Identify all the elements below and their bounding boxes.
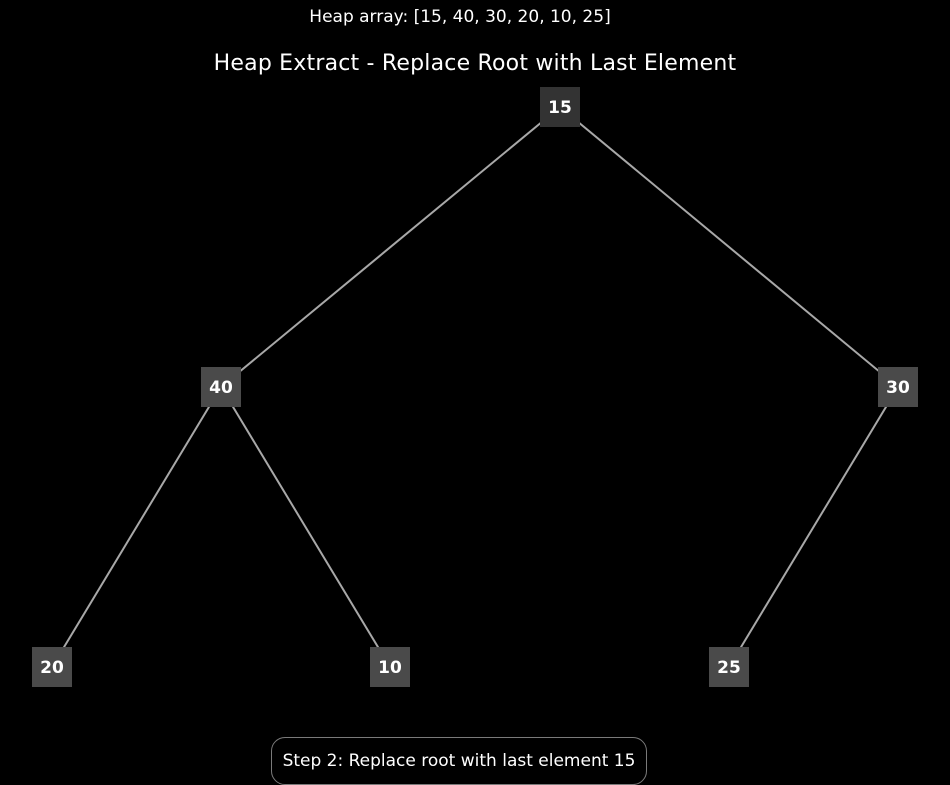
tree-nodes: 15 40 30 20 10 25 xyxy=(32,87,918,687)
tree-node-box xyxy=(709,647,749,687)
diagram-title: Heap Extract - Replace Root with Last El… xyxy=(213,51,737,76)
tree-edge-40-20 xyxy=(51,386,222,668)
tree-node: 30 xyxy=(878,367,918,407)
tree-node: 40 xyxy=(201,367,241,407)
tree-node-label: 40 xyxy=(209,378,233,398)
tree-edge-15-40 xyxy=(220,106,561,388)
tree-node-box xyxy=(370,647,410,687)
step-description-box: Step 2: Replace root with last element 1… xyxy=(271,737,647,785)
tree-node-box xyxy=(878,367,918,407)
tree-node-label: 20 xyxy=(40,658,64,678)
tree-edge-30-25 xyxy=(728,386,899,668)
tree-node-box xyxy=(540,87,580,127)
tree-node: 20 xyxy=(32,647,72,687)
tree-edge-15-30 xyxy=(559,106,899,388)
heap-array-text: Heap array: [15, 40, 30, 20, 10, 25] xyxy=(309,7,611,27)
tree-node: 25 xyxy=(709,647,749,687)
tree-node-root: 15 xyxy=(540,87,580,127)
step-description: Step 2: Replace root with last element 1… xyxy=(282,751,636,771)
tree-node-label: 25 xyxy=(717,658,741,678)
tree-node-box xyxy=(32,647,72,687)
tree-node-label: 10 xyxy=(378,658,402,678)
tree-edge-40-10 xyxy=(220,386,391,668)
tree-edges xyxy=(51,106,899,668)
tree-node-label: 15 xyxy=(548,98,572,118)
tree-node-label: 30 xyxy=(886,378,910,398)
tree-node-box xyxy=(201,367,241,407)
tree-node: 10 xyxy=(370,647,410,687)
